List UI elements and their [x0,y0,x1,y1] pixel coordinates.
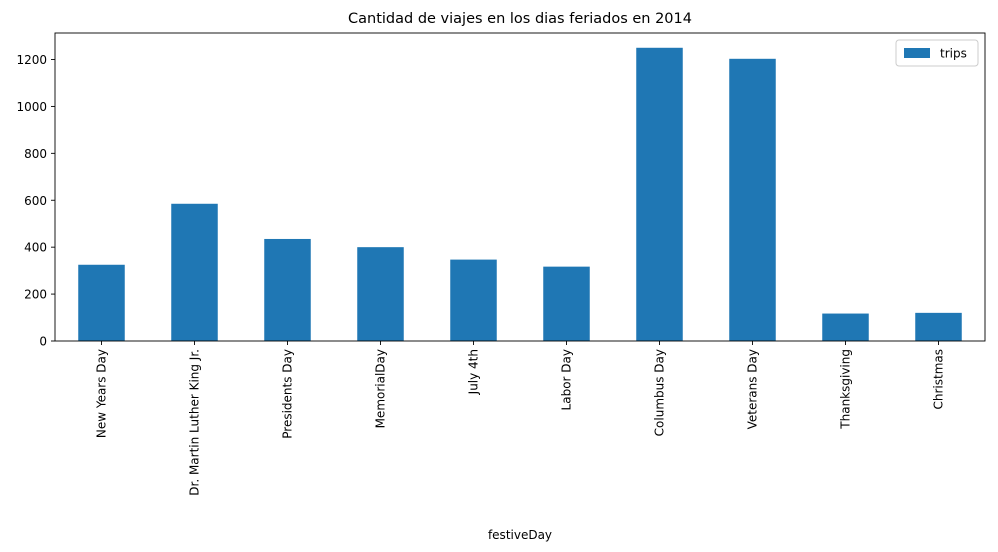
plot-area: 0 200 400 600 800 1000 1200 New Years Day Dr. Ma… [16,32,986,496]
x-axis-label: festiveDay [488,528,552,542]
y-tick-label: 200 [24,288,47,302]
y-tick-label: 1200 [16,53,47,67]
bar [264,238,311,341]
legend-label: trips [940,47,967,61]
bar [822,313,869,341]
legend: trips [895,39,979,67]
bar [450,259,497,341]
bar [543,266,590,341]
x-tick-label: Christmas [932,349,946,410]
y-tick-label: 600 [24,194,47,208]
bar [915,312,962,341]
x-tick-label: Columbus Day [653,349,667,436]
x-tick-label: Labor Day [560,349,574,410]
x-tick-label: Presidents Day [281,349,295,439]
y-tick-label: 400 [24,241,47,255]
bar [171,203,218,341]
x-tick-label: Thanksgiving [839,349,853,430]
y-tick-label: 1000 [16,100,47,114]
x-tick-label: MemorialDay [374,349,388,428]
bar [357,247,404,341]
bar [729,58,776,342]
x-tick-label: Dr. Martin Luther King Jr. [188,349,202,496]
x-tick-label: Veterans Day [746,349,760,429]
y-tick-label: 0 [39,335,47,349]
bar [636,47,683,341]
axes-frame [54,32,986,342]
legend-box [895,39,979,67]
bar [78,264,125,341]
y-tick-label: 800 [24,147,47,161]
x-tick-label: July 4th [467,349,481,395]
chart-title: Cantidad de viajes en los dias feriados … [348,11,692,27]
legend-swatch [904,48,930,58]
x-tick-label: New Years Day [95,349,109,438]
